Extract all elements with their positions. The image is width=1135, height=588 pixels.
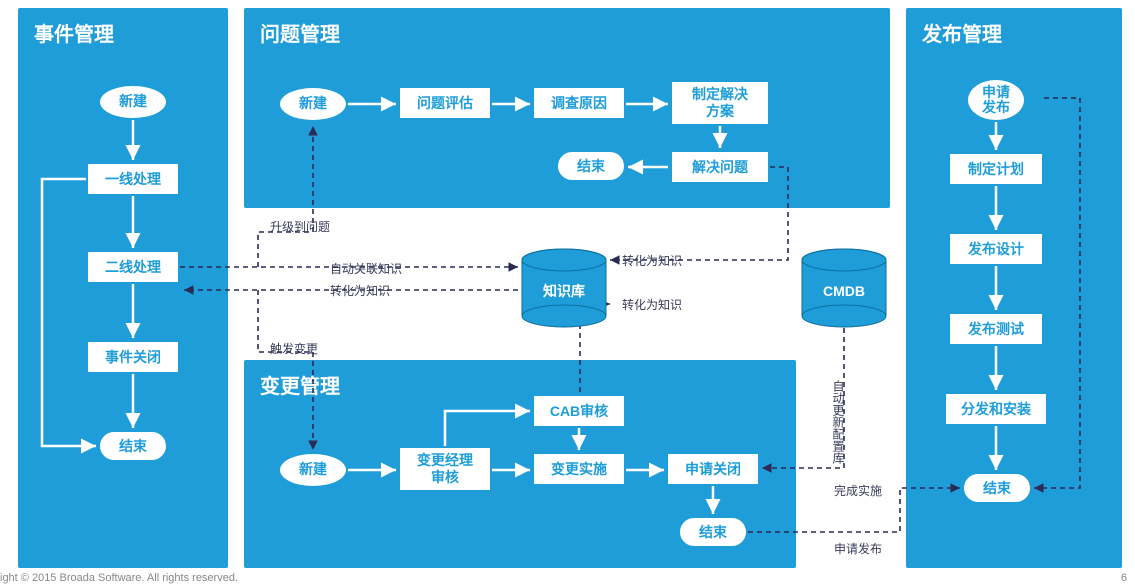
label-e_trig: 触发变更 [270, 340, 318, 357]
node-ev_close: 事件关闭 [86, 340, 180, 374]
node-pb_inv: 调查原因 [532, 86, 626, 120]
label-e_auto: 自动关联知识 [330, 260, 402, 277]
label-e_done: 完成实施 [834, 482, 882, 499]
node-rl_plan: 制定计划 [948, 152, 1044, 186]
label-e_upg: 升级到问题 [270, 218, 330, 235]
panel-release-title: 发布管理 [906, 8, 1122, 57]
label-e_upd: 自动更新配置库 [830, 380, 847, 464]
node-ev_l2: 二线处理 [86, 250, 180, 284]
node-rl_dist: 分发和安装 [944, 392, 1048, 426]
label-e_reqr: 申请发布 [834, 540, 882, 557]
panel-event-title: 事件管理 [18, 8, 228, 57]
panel-change-title: 变更管理 [244, 360, 796, 409]
node-pb_eval: 问题评估 [398, 86, 492, 120]
cylinder-kb-label: 知识库 [543, 283, 585, 299]
node-ev_new: 新建 [98, 84, 168, 120]
label-e_conv3: 转化为知识 [622, 296, 682, 313]
node-ch_impl: 变更实施 [532, 452, 626, 486]
node-pb_new: 新建 [278, 86, 348, 122]
cylinder-cmdb-label: CMDB [823, 283, 865, 299]
node-pb_plan: 制定解决方案 [670, 80, 770, 126]
node-rl_test: 发布测试 [948, 312, 1044, 346]
cylinder-cmdb: CMDB [800, 248, 888, 328]
node-ch_end: 结束 [678, 516, 748, 548]
node-ev_end: 结束 [98, 430, 168, 462]
node-ch_reqc: 申请关闭 [666, 452, 760, 486]
node-ch_new: 新建 [278, 452, 348, 488]
node-rl_design: 发布设计 [948, 232, 1044, 266]
label-e_conv2: 转化为知识 [622, 252, 682, 269]
node-rl_apply: 申请发布 [966, 78, 1026, 122]
node-rl_end: 结束 [962, 472, 1032, 504]
node-ch_cab: CAB审核 [532, 394, 626, 428]
node-pb_solve: 解决问题 [670, 150, 770, 184]
footer-copyright: ight © 2015 Broada Software. All rights … [0, 572, 238, 584]
footer-pagenum: 6 [1121, 572, 1127, 584]
node-pb_end: 结束 [556, 150, 626, 182]
cylinder-kb: 知识库 [520, 248, 608, 328]
node-ev_l1: 一线处理 [86, 162, 180, 196]
node-ch_mgr: 变更经理审核 [398, 446, 492, 492]
panel-problem-title: 问题管理 [244, 8, 890, 57]
label-e_conv1: 转化为知识 [330, 282, 390, 299]
